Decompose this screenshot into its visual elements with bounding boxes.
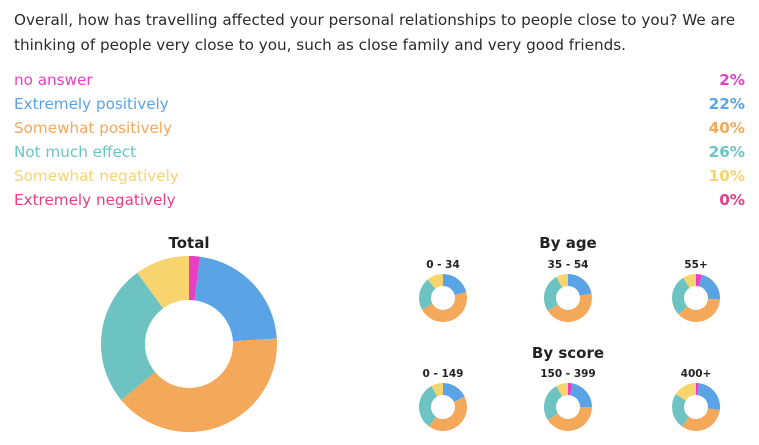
legend-value: 2% [719,71,745,89]
score-donut-1-slice-3 [544,385,563,420]
mini-chart-label: 55+ [684,259,707,271]
age-donut-1-slice-1 [568,274,592,296]
score-donut-0-slice-1 [443,383,465,402]
score-donut-1-slice-2 [547,407,592,431]
age-donut-0-slice-4 [427,274,443,289]
legend-label: Not much effect [14,143,137,161]
legend-value: 40% [708,119,745,137]
mini-chart-label: 35 - 54 [548,259,589,271]
legend-label: Extremely positively [14,95,169,113]
age-donut-1-slice-4 [556,274,568,288]
score-donut-1-slice-4 [556,382,568,397]
score-donut-1-slice-0 [568,383,573,396]
legend-row-not-much-effect: Not much effect 26% [14,140,745,164]
question-text: Overall, how has travelling affected you… [14,11,736,54]
total-donut-slice-2 [121,338,278,432]
age-donut-2-slice-0 [696,274,702,287]
age-donut-2-slice-4 [683,274,696,288]
legend-value: 22% [708,95,745,113]
score-donut-0-slice-2 [428,396,468,432]
mini-chart-label: 0 - 34 [426,259,460,271]
legend-row-extremely-negatively: Extremely negatively 0% [14,188,745,212]
mini-chart-label: 150 - 399 [540,368,596,380]
age-donut-2-slice-2 [678,298,720,322]
age-donut-1-slice-3 [544,276,563,311]
legend-row-somewhat-positively: Somewhat positively 40% [14,116,745,140]
score-donut-2-slice-1 [697,383,720,411]
score-donut-2-slice-2 [681,408,720,432]
legend-label: Extremely negatively [14,191,176,209]
score-donut-2-slice-3 [671,394,689,427]
age-donut-0-slice-1 [443,274,467,296]
total-donut-slice-4 [137,256,189,309]
legend-row-extremely-positively: Extremely positively 22% [14,92,745,116]
score-donut-0-slice-4 [431,382,443,397]
age-donut-0-slice-2 [421,292,468,323]
legend-label: Somewhat negatively [14,167,179,185]
score-donut-0-slice-3 [419,385,438,427]
total-donut-slice-1 [194,256,277,342]
mini-chart-label: 400+ [681,368,712,380]
legend-value: 26% [708,143,745,161]
age-donut-0-slice-3 [418,279,436,310]
score-donut-2-slice-0 [696,383,700,396]
score-donut-2-slice-4 [675,383,696,401]
by-age-heading: By age [539,234,597,252]
legend-label: no answer [14,71,93,89]
total-donut-slice-3 [101,272,164,401]
legend-row-no-answer: no answer 2% [14,68,745,92]
age-donut-2-slice-3 [672,277,690,315]
age-donut-1-slice-2 [547,293,592,322]
by-score-heading: By score [531,344,605,362]
total-donut-slice-0 [189,256,201,301]
age-donut-2-slice-1 [698,274,720,300]
mini-chart-label: 0 - 149 [423,368,464,380]
score-donut-1-slice-1 [570,383,592,407]
legend-row-somewhat-negatively: Somewhat negatively 10% [14,164,745,188]
legend-value: 10% [708,167,745,185]
total-heading: Total [168,234,210,252]
legend-label: Somewhat positively [14,119,172,137]
legend-value: 0% [719,191,745,209]
